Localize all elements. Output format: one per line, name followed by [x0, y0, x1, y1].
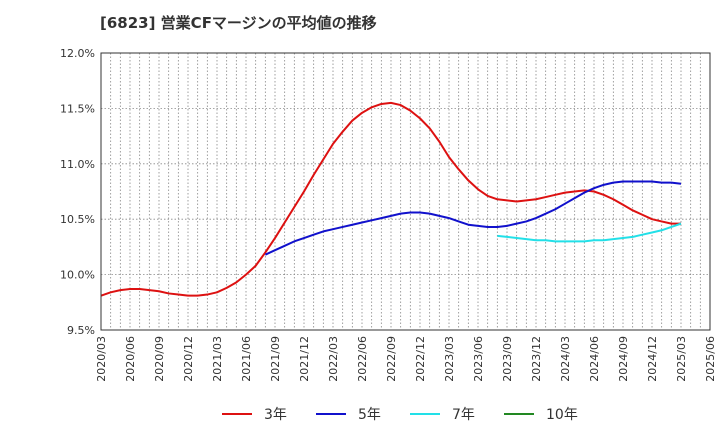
x-tick-label: 2023/12 — [530, 336, 543, 382]
x-tick-label: 2020/12 — [182, 336, 195, 382]
x-tick-label: 2024/06 — [588, 336, 601, 382]
series-line-3 — [497, 222, 682, 243]
x-tick-label: 2025/03 — [675, 336, 688, 382]
series-line-2 — [264, 180, 682, 256]
x-tick-label: 2022/03 — [327, 336, 340, 382]
x-tick-label: 2024/03 — [559, 336, 572, 382]
y-tick-label: 10.0% — [60, 269, 95, 282]
y-tick-label: 9.5% — [67, 324, 95, 337]
y-tick-label: 11.5% — [60, 102, 95, 115]
x-tick-label: 2021/09 — [269, 336, 282, 382]
x-tick-label: 2023/06 — [472, 336, 485, 382]
legend-label-1: 3年 — [264, 407, 287, 423]
legend-label-2: 5年 — [358, 407, 381, 423]
x-tick-label: 2023/03 — [443, 336, 456, 382]
chart-title: [6823] 営業CFマージンの平均値の推移 — [100, 14, 377, 32]
x-tick-label: 2020/06 — [124, 336, 137, 382]
x-tick-label: 2020/09 — [153, 336, 166, 382]
x-tick-label: 2022/09 — [385, 336, 398, 382]
x-tick-label: 2022/12 — [414, 336, 427, 382]
x-tick-label: 2023/09 — [501, 336, 514, 382]
x-tick-label: 2024/09 — [617, 336, 630, 382]
x-tick-label: 2021/12 — [298, 336, 311, 382]
x-tick-label: 2021/03 — [211, 336, 224, 382]
y-tick-label: 10.5% — [60, 213, 95, 226]
x-tick-label: 2020/03 — [95, 336, 108, 382]
y-tick-label: 12.0% — [60, 47, 95, 60]
x-tick-label: 2021/06 — [240, 336, 253, 382]
legend-label-3: 7年 — [452, 407, 475, 423]
legend-label-4: 10年 — [546, 407, 578, 423]
series-line-1 — [100, 101, 681, 297]
x-tick-label: 2024/12 — [646, 336, 659, 382]
x-tick-label: 2025/06 — [704, 336, 717, 382]
y-tick-label: 11.0% — [60, 158, 95, 171]
x-tick-label: 2022/06 — [356, 336, 369, 382]
series-lines — [100, 101, 682, 297]
plot-area-frame — [100, 52, 711, 331]
y-axis-ticks: 9.5% 10.0% 10.5% 11.0% 11.5% 12.0% — [60, 47, 95, 337]
x-axis-ticks: 2020/03 2020/06 2020/09 2020/12 2021/03 2021/… — [95, 336, 717, 382]
legend: 3年 5年 7年 10年 — [222, 407, 578, 423]
grid — [101, 53, 710, 330]
